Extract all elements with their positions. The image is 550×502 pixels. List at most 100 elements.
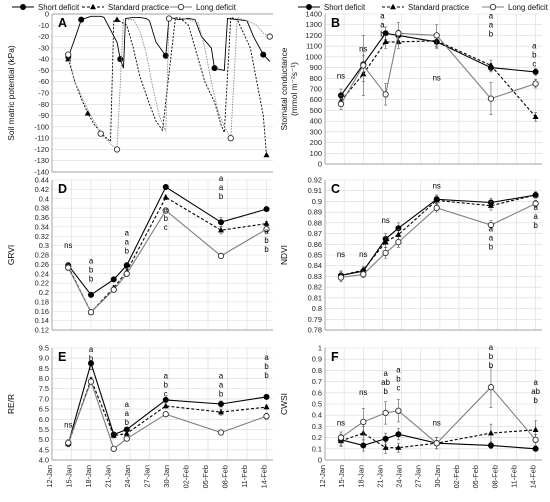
y-tick-label: 8.0 xyxy=(39,374,49,383)
significance-letter: a xyxy=(380,20,385,29)
data-point xyxy=(382,238,389,245)
x-tick-label: 11-Feb xyxy=(509,465,518,488)
significance-letters: ns xyxy=(337,418,345,427)
data-point xyxy=(532,191,539,198)
data-point xyxy=(360,442,367,449)
legend-marker xyxy=(90,3,96,10)
significance-letter: c xyxy=(532,59,536,68)
panel-letter: B xyxy=(331,16,340,30)
significance-letters: ns xyxy=(359,45,367,54)
series-short-deficit xyxy=(337,428,539,452)
significance-letter: b xyxy=(264,245,269,254)
data-point xyxy=(117,56,124,63)
significance-letters: aab xyxy=(125,228,130,255)
significance-letter: a xyxy=(380,11,385,20)
data-point xyxy=(382,91,389,98)
data-point xyxy=(65,264,72,271)
y-tick-label: -90 xyxy=(38,111,49,120)
y-tick-label: -70 xyxy=(38,89,49,98)
significance-letters: abc xyxy=(164,205,169,232)
y-tick-label: 0.38 xyxy=(35,204,49,213)
y-tick-label: 0.89 xyxy=(308,208,322,217)
significance-letter: b xyxy=(380,29,385,38)
y-tick-label: 0.2 xyxy=(39,288,49,297)
series-long-deficit xyxy=(65,378,270,452)
significance-letter: a xyxy=(396,366,401,375)
data-point xyxy=(532,426,539,432)
significance-letter: ns xyxy=(64,241,72,250)
significance-letter: ns xyxy=(359,250,367,259)
significance-letters: abb xyxy=(264,227,269,254)
significance-letters: ns xyxy=(359,250,367,259)
data-point xyxy=(65,51,72,58)
legend-item: Standard practice xyxy=(382,3,469,12)
y-tick-label: 400 xyxy=(310,117,322,126)
data-point xyxy=(123,430,130,436)
significance-letters: abc xyxy=(164,372,169,399)
legend-item: Standard practice xyxy=(82,3,169,12)
y-tick-label: 600 xyxy=(310,95,322,104)
data-point xyxy=(165,15,173,22)
x-tick-label: 27-Jan xyxy=(414,465,423,488)
significance-letter: ns xyxy=(359,388,367,397)
data-point xyxy=(360,418,367,426)
data-point xyxy=(487,95,495,102)
significance-letter: a xyxy=(125,409,130,418)
data-point xyxy=(88,291,95,298)
y-tick-label: 0.82 xyxy=(308,283,322,292)
panels: 0 -10 -20 -30 -40 -50 -60 -70 -80 -90 -100 -110 -120… xyxy=(6,10,542,488)
legend-marker xyxy=(177,3,185,11)
panel-d: 0.120.140.160.180.20.220.240.260.280.30.… xyxy=(6,174,273,335)
data-point xyxy=(487,429,494,436)
y-tick-label: 0.28 xyxy=(35,251,49,260)
y-tick-label: 0.4 xyxy=(312,411,322,420)
y-tick-label: -100 xyxy=(34,122,49,131)
data-point xyxy=(487,221,495,229)
y-tick-label: 0.24 xyxy=(35,269,49,278)
significance-letters: ns xyxy=(337,250,345,259)
legend-label: Long deficit xyxy=(196,3,237,12)
x-tick-label: 08-Feb xyxy=(221,465,230,488)
y-tick-label: 0.6 xyxy=(312,388,322,397)
significance-letter: b xyxy=(489,29,494,38)
y-tick-label: -140 xyxy=(34,168,49,177)
significance-letter: b xyxy=(383,387,388,396)
y-tick-label: -30 xyxy=(38,43,49,52)
y-tick-label: 0.91 xyxy=(308,186,322,195)
significance-letter: ab xyxy=(381,378,390,387)
significance-letter: a xyxy=(125,228,130,237)
data-point xyxy=(162,396,169,403)
data-point xyxy=(113,146,121,153)
y-tick-label: 1000 xyxy=(306,52,322,61)
data-point xyxy=(162,194,169,200)
data-point xyxy=(263,403,270,410)
significance-letter: a xyxy=(264,353,269,362)
significance-letter: a xyxy=(533,212,538,221)
x-tick-label: 02-Feb xyxy=(452,465,461,488)
x-tick-label: 05-Feb xyxy=(201,465,210,488)
data-point xyxy=(433,440,440,447)
series-long-deficit xyxy=(337,200,539,283)
y-tick-label: 1200 xyxy=(306,31,322,40)
data-point xyxy=(395,238,402,246)
y-tick-label: 0.8 xyxy=(312,366,322,375)
data-point xyxy=(532,80,539,87)
y-tick-label: 0.4 xyxy=(39,194,49,203)
significance-letters: aab xyxy=(489,11,494,38)
significance-letters: ns xyxy=(64,241,72,250)
significance-letter: b xyxy=(164,381,169,390)
y-tick-label: 0 xyxy=(45,10,49,19)
significance-letter: b xyxy=(219,390,224,399)
significance-letter: a xyxy=(533,378,538,387)
x-tick-label: 18-Jan xyxy=(84,465,93,488)
significance-letters: abb xyxy=(89,256,94,283)
y-axis-label-line2: (mmol m⁻²s⁻¹) xyxy=(289,62,299,116)
data-point xyxy=(217,429,225,436)
series-long-deficit xyxy=(337,366,539,450)
y-tick-label: 0.12 xyxy=(35,326,49,335)
significance-letters: ns xyxy=(433,182,441,191)
data-point xyxy=(487,62,494,68)
y-tick-label: 0 xyxy=(318,456,322,465)
y-tick-label: 0.7 xyxy=(312,377,322,386)
